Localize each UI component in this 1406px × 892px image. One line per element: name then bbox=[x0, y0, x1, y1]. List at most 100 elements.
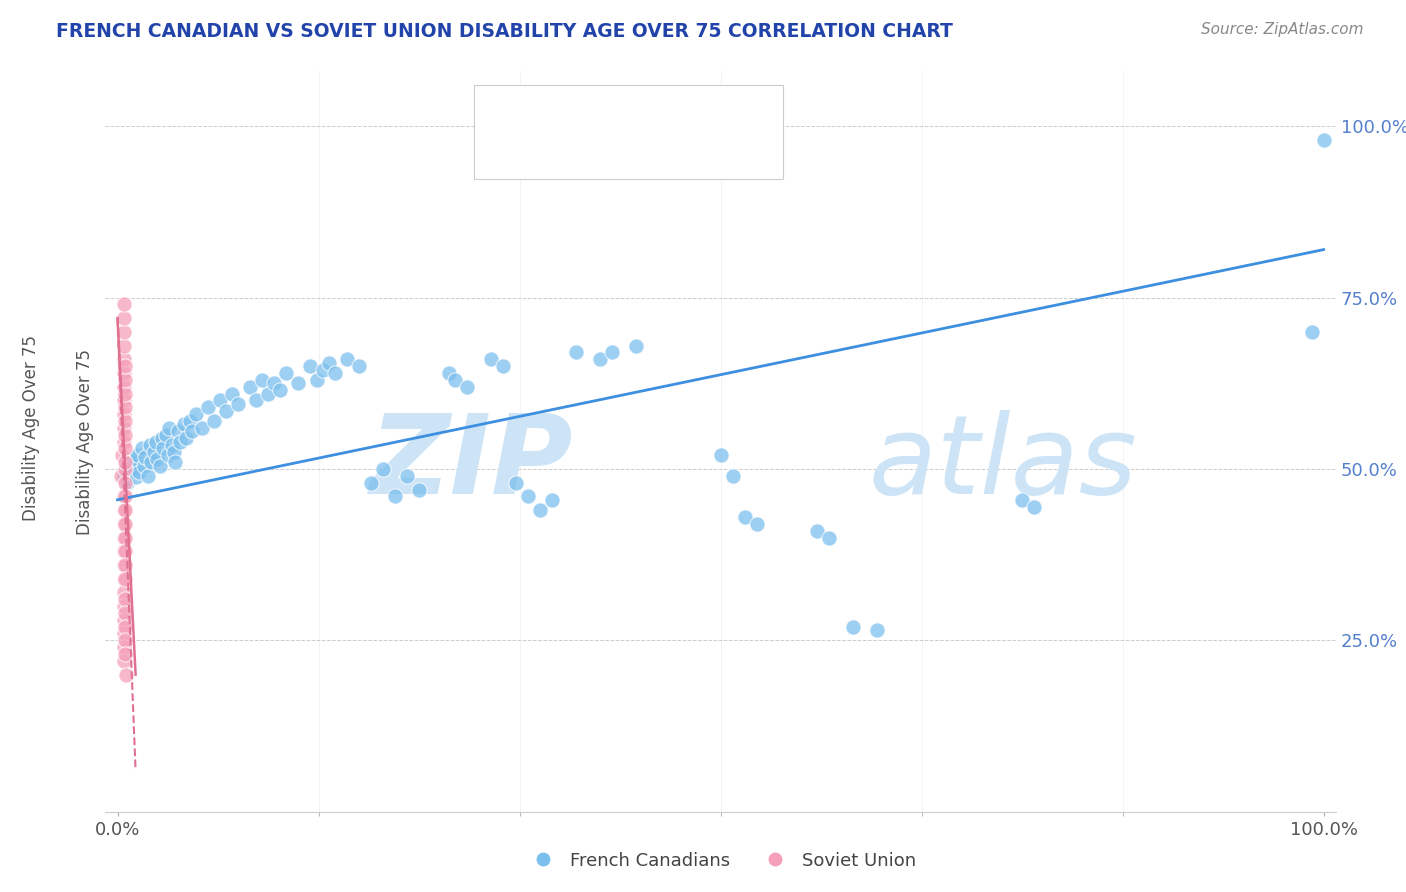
Point bbox=[112, 489, 135, 503]
Point bbox=[163, 445, 186, 459]
Point bbox=[112, 311, 135, 326]
Point bbox=[818, 531, 841, 545]
Point bbox=[112, 613, 135, 627]
Point bbox=[734, 510, 756, 524]
Point bbox=[239, 380, 262, 394]
Point bbox=[150, 431, 173, 445]
Point bbox=[184, 407, 207, 421]
Point bbox=[114, 386, 136, 401]
Point bbox=[128, 466, 150, 480]
Point bbox=[112, 297, 135, 311]
Point bbox=[122, 451, 145, 466]
Point bbox=[114, 633, 136, 648]
Text: R =  0.303   N =  81: R = 0.303 N = 81 bbox=[546, 102, 745, 120]
Point bbox=[318, 356, 340, 370]
Point bbox=[112, 434, 135, 449]
Text: FRENCH CANADIAN VS SOVIET UNION DISABILITY AGE OVER 75 CORRELATION CHART: FRENCH CANADIAN VS SOVIET UNION DISABILI… bbox=[56, 22, 953, 41]
Point bbox=[112, 421, 135, 435]
Point bbox=[114, 359, 136, 373]
Point bbox=[437, 366, 460, 380]
Point bbox=[142, 445, 165, 459]
Point bbox=[226, 397, 249, 411]
Y-axis label: Disability Age Over 75: Disability Age Over 75 bbox=[76, 349, 94, 534]
Point bbox=[444, 373, 467, 387]
Point bbox=[114, 462, 136, 476]
Point bbox=[384, 489, 406, 503]
Point bbox=[146, 451, 169, 466]
Point bbox=[112, 468, 135, 483]
Point bbox=[169, 434, 191, 449]
Point bbox=[311, 362, 333, 376]
Point bbox=[114, 572, 136, 586]
Point bbox=[1024, 500, 1046, 514]
Point bbox=[112, 585, 135, 599]
Legend: French Canadians, Soviet Union: French Canadians, Soviet Union bbox=[517, 845, 924, 877]
Point bbox=[540, 492, 562, 507]
Point bbox=[110, 468, 132, 483]
Point bbox=[112, 338, 135, 352]
Text: Source: ZipAtlas.com: Source: ZipAtlas.com bbox=[1201, 22, 1364, 37]
Point bbox=[114, 401, 136, 415]
Point bbox=[516, 489, 538, 503]
Point bbox=[114, 475, 136, 490]
Point bbox=[114, 558, 136, 572]
Point bbox=[115, 475, 138, 490]
Point bbox=[112, 393, 135, 408]
Point bbox=[305, 373, 328, 387]
Point bbox=[112, 352, 135, 367]
Point bbox=[505, 475, 527, 490]
Point bbox=[323, 366, 346, 380]
Point bbox=[112, 503, 135, 517]
Point bbox=[157, 421, 180, 435]
Point bbox=[114, 531, 136, 545]
Point bbox=[117, 466, 139, 480]
Point bbox=[152, 442, 174, 456]
Point bbox=[114, 606, 136, 620]
Point bbox=[111, 448, 134, 462]
Point bbox=[136, 468, 159, 483]
Text: ZIP: ZIP bbox=[370, 410, 574, 517]
Point bbox=[114, 647, 136, 661]
Text: atlas: atlas bbox=[869, 410, 1137, 517]
Point bbox=[215, 403, 238, 417]
Point bbox=[112, 626, 135, 640]
Point bbox=[806, 524, 828, 538]
Point bbox=[114, 489, 136, 503]
Point bbox=[174, 431, 197, 445]
Point bbox=[134, 450, 156, 464]
Point bbox=[112, 325, 135, 339]
Point bbox=[181, 424, 204, 438]
Point bbox=[408, 483, 430, 497]
Point bbox=[114, 442, 136, 456]
Point bbox=[347, 359, 370, 373]
Point bbox=[115, 458, 138, 473]
Point bbox=[336, 352, 359, 367]
Point bbox=[115, 667, 138, 681]
Point bbox=[114, 455, 136, 469]
Point bbox=[208, 393, 231, 408]
Point bbox=[1301, 325, 1323, 339]
Point bbox=[112, 572, 135, 586]
Point bbox=[112, 531, 135, 545]
Point bbox=[132, 458, 155, 473]
Point bbox=[600, 345, 623, 359]
Point bbox=[257, 386, 280, 401]
Point bbox=[131, 442, 153, 456]
Point bbox=[112, 366, 135, 380]
Point bbox=[263, 376, 285, 391]
Point bbox=[114, 373, 136, 387]
Point bbox=[721, 468, 744, 483]
Point bbox=[287, 376, 309, 391]
Point bbox=[1312, 133, 1334, 147]
Point bbox=[112, 640, 135, 655]
Point bbox=[191, 421, 214, 435]
Point bbox=[149, 458, 172, 473]
Point bbox=[112, 380, 135, 394]
Point bbox=[114, 592, 136, 607]
Point bbox=[112, 654, 135, 668]
Point bbox=[114, 414, 136, 428]
Point bbox=[589, 352, 612, 367]
Point bbox=[179, 414, 201, 428]
Point bbox=[112, 558, 135, 572]
Point bbox=[139, 438, 162, 452]
